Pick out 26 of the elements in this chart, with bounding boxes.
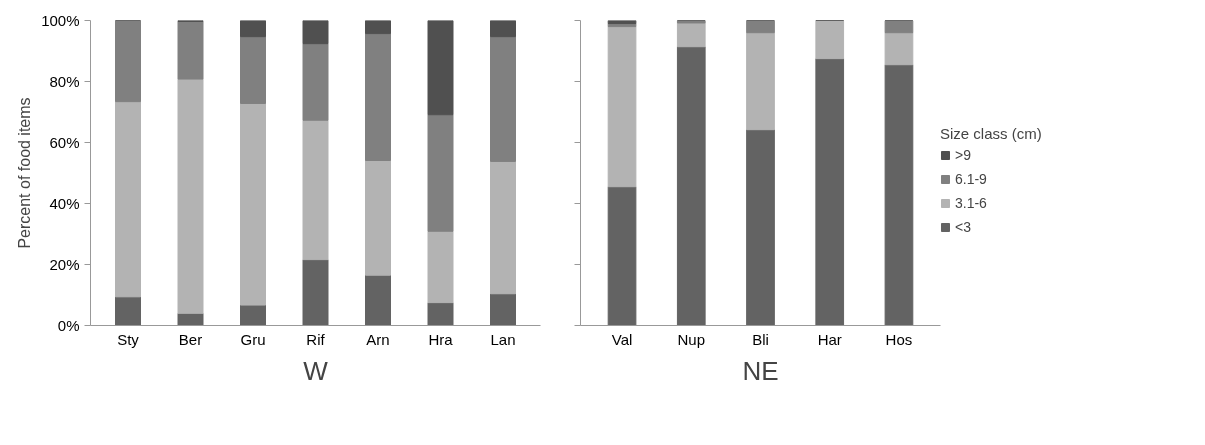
y-tick-label: 40% [49, 195, 80, 212]
x-tick-label: Hos [885, 330, 913, 348]
x-tick-label: Sty [117, 330, 140, 348]
x-tick-label: Har [817, 330, 842, 348]
x-tick-label: Gru [240, 330, 266, 348]
x-tick-label: Val [611, 330, 633, 348]
x-tick-label: Arn [366, 330, 390, 348]
x-tick-label: Nup [677, 330, 706, 348]
x-tick-label: Bli [752, 330, 769, 348]
x-tick-label: Ber [178, 330, 203, 348]
y-tick-label: 20% [49, 256, 80, 273]
y-tick-label: 100% [41, 12, 80, 29]
x-tick-label: Lan [490, 330, 516, 348]
x-axis-title: W [303, 355, 329, 386]
y-axis-title: Percent of food items [16, 97, 34, 249]
x-tick-label: Hra [428, 330, 454, 348]
y-tick-label: 80% [49, 73, 80, 90]
legend-label: 3.1-6 [955, 195, 987, 211]
legend-title: Size class (cm) [940, 125, 1042, 142]
y-tick-label: 60% [49, 134, 80, 151]
legend-label: <3 [955, 219, 972, 235]
x-tick-label: Rif [306, 330, 326, 348]
y-tick-label: 0% [57, 317, 80, 334]
x-axis-title: NE [742, 355, 779, 386]
legend-label: 6.1-9 [955, 171, 987, 187]
legend-label: >9 [955, 147, 972, 163]
